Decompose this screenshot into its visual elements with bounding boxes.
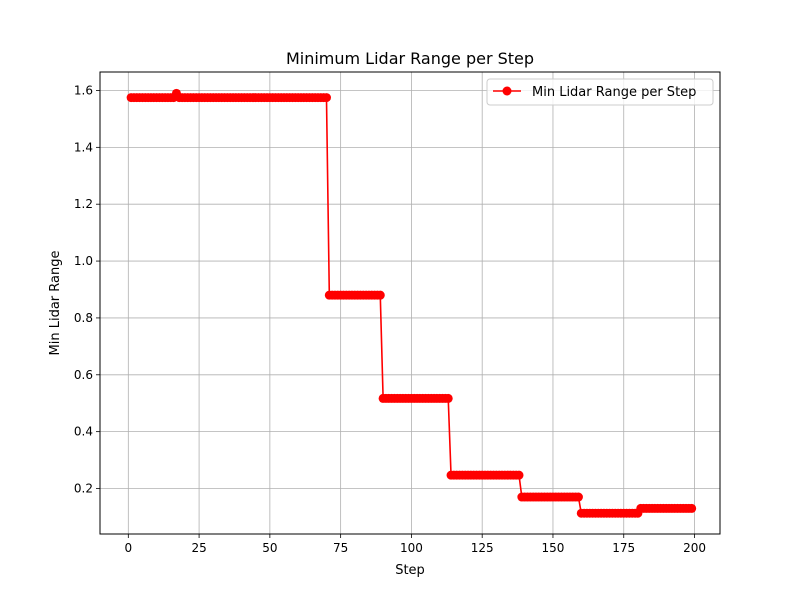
grid-lines <box>100 72 720 534</box>
y-tick-label: 1.0 <box>74 254 93 268</box>
series-layer <box>126 88 697 518</box>
y-tick-label: 1.2 <box>74 197 93 211</box>
y-axis-label: Min Lidar Range <box>48 251 63 356</box>
chart-title: Minimum Lidar Range per Step <box>286 49 534 68</box>
data-point <box>321 93 331 103</box>
x-tick-label: 200 <box>683 541 706 555</box>
x-tick-label: 150 <box>542 541 565 555</box>
y-tick-label: 1.6 <box>74 83 93 97</box>
y-tick-label: 0.4 <box>74 425 93 439</box>
x-tick-label: 0 <box>124 541 132 555</box>
x-tick-label: 125 <box>471 541 494 555</box>
data-point <box>514 470 524 480</box>
y-tick-label: 1.4 <box>74 140 93 154</box>
data-point <box>375 290 385 300</box>
y-tick-label: 0.2 <box>74 482 93 496</box>
legend: Min Lidar Range per Step <box>486 78 714 106</box>
y-tick-label: 0.8 <box>74 311 93 325</box>
x-axis-label: Step <box>395 563 425 578</box>
legend-marker-swatch <box>502 86 512 96</box>
legend-box <box>486 78 714 106</box>
legend-label: Min Lidar Range per Step <box>532 85 696 100</box>
x-tick-label: 25 <box>191 541 206 555</box>
data-point <box>573 492 583 502</box>
x-tick-label: 100 <box>400 541 423 555</box>
x-tick-label: 175 <box>612 541 635 555</box>
x-tick-label: 75 <box>333 541 348 555</box>
y-tick-label: 0.6 <box>74 368 93 382</box>
data-point <box>687 503 697 513</box>
data-point <box>443 393 453 403</box>
x-tick-label: 50 <box>262 541 277 555</box>
plot-frame <box>99 71 721 535</box>
axis-ticks: 0 25 50 75 100 125 150 175 200 0.2 0.4 0.6 0.8 1.0 1.2… <box>74 83 706 555</box>
